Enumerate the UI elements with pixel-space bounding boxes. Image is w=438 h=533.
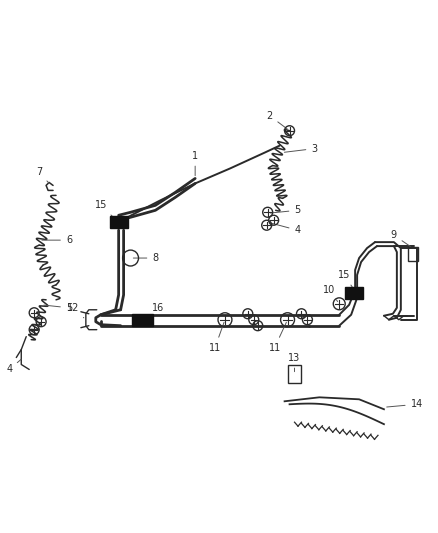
Text: 10: 10: [323, 285, 338, 302]
Text: 11: 11: [268, 322, 286, 352]
Text: 1: 1: [192, 151, 198, 176]
Text: 15: 15: [95, 200, 117, 220]
Bar: [110, 216, 127, 228]
Text: 5: 5: [270, 205, 300, 215]
Text: 13: 13: [288, 352, 300, 372]
Text: 3: 3: [284, 143, 318, 154]
Text: 11: 11: [209, 322, 224, 352]
Text: 15: 15: [338, 270, 353, 288]
Text: 6: 6: [42, 235, 72, 245]
Text: 7: 7: [36, 167, 49, 183]
Text: 5: 5: [44, 303, 72, 313]
Text: 4: 4: [6, 359, 21, 375]
Text: 9: 9: [391, 230, 410, 247]
Bar: [408, 247, 418, 261]
Text: 12: 12: [67, 303, 84, 318]
Text: 4: 4: [270, 223, 300, 235]
Text: 8: 8: [133, 253, 159, 263]
Bar: [131, 314, 153, 326]
Text: 16: 16: [145, 303, 165, 318]
Bar: [345, 287, 363, 299]
Bar: [288, 366, 301, 383]
Text: 2: 2: [267, 111, 287, 129]
Text: 14: 14: [387, 399, 423, 409]
